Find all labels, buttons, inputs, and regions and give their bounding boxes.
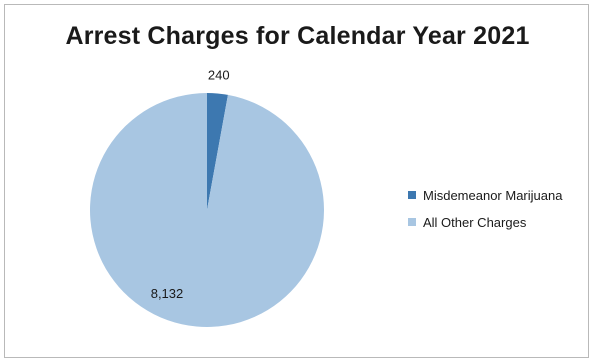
legend: Misdemeanor Marijuana All Other Charges — [408, 185, 562, 239]
data-label-misdemeanor-marijuana: 240 — [208, 68, 230, 83]
legend-item-misdemeanor-marijuana: Misdemeanor Marijuana — [408, 185, 562, 205]
legend-swatch-all-other-charges — [408, 218, 416, 226]
data-label-all-other-charges: 8,132 — [151, 286, 184, 301]
legend-label-misdemeanor-marijuana: Misdemeanor Marijuana — [423, 187, 563, 203]
legend-swatch-misdemeanor-marijuana — [408, 191, 416, 199]
chart-title: Arrest Charges for Calendar Year 2021 — [65, 22, 530, 50]
legend-label-all-other-charges: All Other Charges — [423, 214, 527, 230]
legend-item-all-other-charges: All Other Charges — [408, 212, 562, 232]
pie-slice-misdemeanor-marijuana — [207, 93, 228, 210]
pie-slice-all-other-charges — [90, 93, 325, 327]
